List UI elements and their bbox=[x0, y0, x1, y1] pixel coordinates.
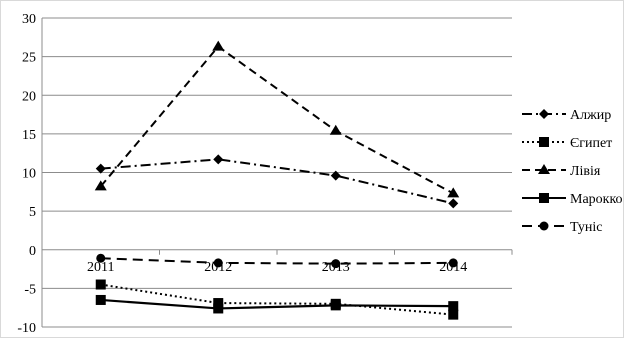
data-point-marker bbox=[448, 309, 459, 320]
data-point-marker bbox=[330, 170, 341, 181]
series-4 bbox=[96, 253, 458, 269]
legend-item: Марокко bbox=[522, 192, 623, 207]
data-point-marker bbox=[95, 294, 106, 305]
series-line bbox=[100, 298, 454, 310]
y-tick-label: 25 bbox=[22, 51, 36, 66]
y-tick-label: -10 bbox=[17, 321, 36, 336]
data-point-marker bbox=[331, 259, 341, 269]
legend-marker bbox=[538, 164, 550, 174]
legend-marker bbox=[539, 193, 549, 203]
data-point-marker bbox=[213, 258, 223, 268]
legend-item: Лівія bbox=[522, 164, 601, 179]
legend-item: Єгипет bbox=[522, 136, 612, 151]
y-tick-label: -5 bbox=[24, 282, 36, 297]
y-tick-label: 5 bbox=[29, 205, 36, 220]
legend-label: Туніс bbox=[570, 220, 602, 235]
data-point-marker bbox=[212, 40, 225, 51]
y-tick-label: 10 bbox=[22, 167, 36, 182]
legend-marker bbox=[539, 137, 549, 147]
data-point-marker bbox=[94, 180, 107, 191]
data-point-marker bbox=[447, 187, 460, 198]
legend-marker bbox=[539, 109, 549, 119]
data-point-marker bbox=[213, 154, 224, 165]
series-2 bbox=[94, 40, 460, 198]
data-point-marker bbox=[448, 198, 459, 209]
y-tick-label: 20 bbox=[22, 89, 36, 104]
data-point-marker bbox=[330, 300, 341, 311]
data-point-marker bbox=[95, 163, 106, 174]
legend-label: Єгипет bbox=[570, 136, 612, 151]
legend-label: Марокко bbox=[570, 192, 623, 207]
x-tick-label: 2011 bbox=[87, 260, 114, 275]
series-line bbox=[100, 257, 454, 265]
grid-lines bbox=[42, 17, 512, 328]
legend-item: Алжир bbox=[522, 108, 611, 123]
series-3 bbox=[95, 294, 459, 314]
legend-label: Лівія bbox=[570, 164, 601, 179]
series-line bbox=[100, 283, 454, 316]
series-line bbox=[99, 45, 454, 195]
data-point-marker bbox=[448, 301, 459, 312]
series-0 bbox=[95, 154, 459, 209]
y-tick-label: 15 bbox=[22, 128, 36, 143]
legend-marker bbox=[539, 221, 549, 231]
legend-label: Алжир bbox=[570, 108, 611, 123]
data-point-marker bbox=[448, 258, 458, 268]
series-group bbox=[94, 40, 460, 320]
y-axis: 30 25 20 15 10 5 0 -5 -10 bbox=[17, 12, 43, 336]
data-point-marker bbox=[95, 279, 106, 290]
legend-item: Туніс bbox=[522, 220, 602, 235]
data-point-marker bbox=[96, 253, 106, 263]
data-point-marker bbox=[213, 298, 224, 309]
y-tick-label: 0 bbox=[29, 244, 36, 259]
data-point-marker bbox=[329, 124, 342, 135]
legend: Алжир Єгипет Лівія Марокко Туніс bbox=[522, 108, 623, 235]
data-point-marker bbox=[213, 303, 224, 314]
y-tick-label: 30 bbox=[22, 12, 36, 27]
